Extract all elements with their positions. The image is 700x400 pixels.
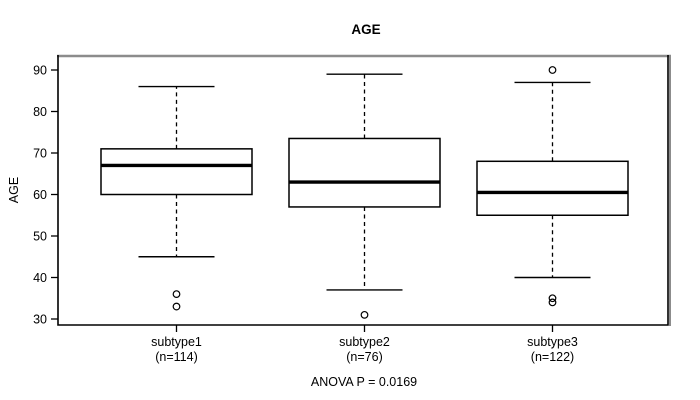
x-group-label: subtype1 (151, 335, 202, 349)
y-tick-label: 30 (33, 312, 47, 326)
iqr-box (288, 137, 441, 208)
plot-area: 30405060708090subtype1(n=114)subtype2(n=… (33, 54, 671, 364)
y-tick-label: 60 (33, 188, 47, 202)
outlier-point (172, 290, 181, 299)
x-group-sublabel: (n=76) (346, 350, 382, 364)
iqr-box (100, 148, 253, 196)
y-tick-label: 80 (33, 105, 47, 119)
outlier-point (548, 298, 557, 307)
x-group-sublabel: (n=122) (531, 350, 574, 364)
outlier-point (360, 310, 369, 319)
outlier-point (548, 66, 557, 74)
iqr-box (476, 160, 629, 217)
y-tick-label: 90 (33, 63, 47, 77)
anova-annotation: ANOVA P = 0.0169 (311, 375, 417, 389)
outlier-point (548, 294, 557, 303)
plot-frame (57, 55, 669, 326)
x-group-sublabel: (n=114) (155, 350, 198, 364)
y-tick-label: 50 (33, 229, 47, 243)
y-tick-label: 70 (33, 146, 47, 160)
y-tick-label: 40 (33, 271, 47, 285)
outlier-point (172, 302, 181, 311)
y-axis-label: AGE (7, 177, 21, 203)
x-group-label: subtype3 (527, 335, 578, 349)
chart-title: AGE (351, 22, 380, 37)
x-group-label: subtype2 (339, 335, 390, 349)
